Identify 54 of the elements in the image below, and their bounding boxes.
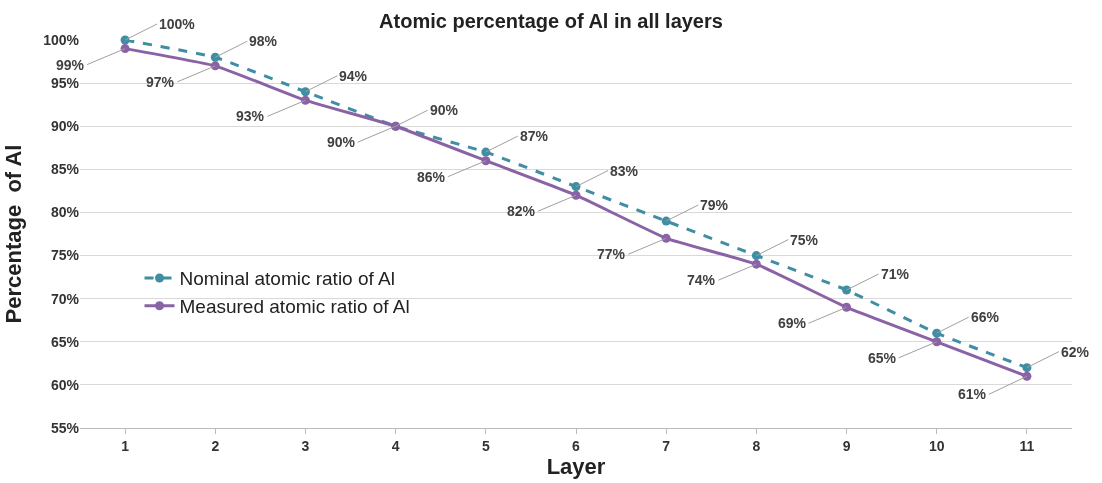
point — [300, 95, 310, 105]
legend-label: Measured atomic ratio of Al — [179, 296, 410, 318]
y-tick-label: 55% — [50, 419, 80, 436]
data-label: 86% — [417, 169, 446, 185]
x-tick-label: 3 — [301, 437, 310, 454]
data-label: 62% — [1061, 344, 1090, 360]
data-label: 69% — [778, 315, 807, 331]
y-tick-label: 100% — [43, 31, 80, 48]
y-tick-label: 85% — [50, 161, 80, 178]
y-axis-title: Percentage of Al — [0, 144, 26, 324]
data-label: 99% — [56, 57, 85, 73]
data-label: 77% — [597, 246, 626, 262]
data-label: 90% — [430, 102, 459, 118]
point — [300, 87, 310, 97]
x-tick-label: 6 — [572, 437, 581, 454]
chart-title: Atomic percentage of Al in all layers — [379, 10, 723, 33]
data-label: 79% — [700, 197, 729, 213]
x-tick-label: 11 — [1019, 437, 1035, 454]
x-axis-title: Layer — [546, 453, 606, 479]
x-tick-label: 2 — [211, 437, 220, 454]
point — [751, 259, 761, 269]
data-label: 87% — [520, 128, 549, 144]
point — [842, 302, 852, 312]
x-tick-label: 10 — [928, 437, 945, 454]
y-tick-label: 65% — [50, 333, 80, 350]
data-label: 71% — [881, 266, 910, 282]
x-tick-label: 7 — [662, 437, 671, 454]
data-label: 61% — [958, 386, 987, 402]
y-tick-label: 60% — [50, 376, 80, 393]
data-label: 82% — [507, 203, 536, 219]
y-tick-label: 70% — [50, 290, 80, 307]
data-label: 93% — [236, 108, 265, 124]
data-label: 90% — [327, 134, 356, 150]
data-label: 98% — [249, 33, 278, 49]
point — [932, 337, 942, 347]
x-tick-label: 9 — [842, 437, 851, 454]
y-tick-label: 80% — [50, 204, 80, 221]
x-tick-label: 4 — [391, 437, 400, 454]
data-label: 66% — [971, 309, 1000, 325]
data-label: 94% — [339, 68, 368, 84]
y-tick-label: 90% — [50, 118, 80, 135]
legend-label: Nominal atomic ratio of Al — [179, 268, 395, 290]
x-tick-label: 8 — [752, 437, 761, 454]
data-label: 65% — [868, 350, 897, 366]
data-label: 100% — [159, 16, 196, 32]
x-tick-label: 1 — [121, 437, 130, 454]
y-tick-label: 75% — [50, 247, 80, 264]
x-tick-label: 5 — [481, 437, 490, 454]
point — [751, 251, 761, 261]
data-label: 75% — [790, 232, 819, 248]
data-label: 97% — [146, 74, 175, 90]
y-tick-label: 95% — [50, 75, 80, 92]
data-label: 83% — [610, 163, 639, 179]
data-label: 74% — [687, 272, 716, 288]
